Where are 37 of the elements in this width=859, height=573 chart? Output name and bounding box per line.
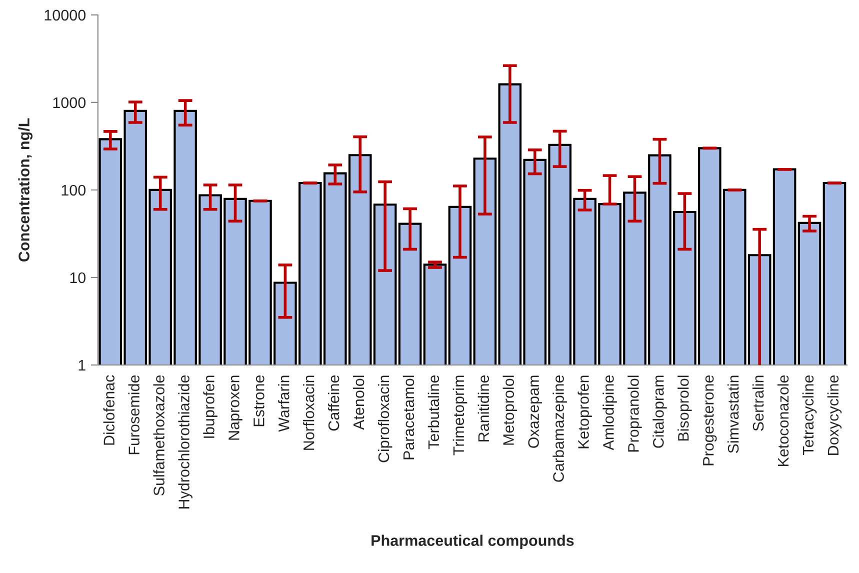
x-tick-label: Estrone: [254, 375, 264, 426]
x-tick-label: Simvastatin: [727, 376, 739, 453]
x-tick-label: Diclofenac: [103, 375, 115, 445]
x-tick-label: Carbamazepine: [552, 375, 567, 482]
x-tick-label: Ranitidine: [478, 375, 490, 442]
x-tick-label: Ciprofloxacin: [378, 376, 392, 462]
x-tick-label: Trimetoprim: [452, 376, 468, 456]
x-tick-label: Furosemide: [128, 375, 140, 454]
x-tick-label: Hydrochlorothiazide: [178, 375, 192, 508]
y-axis-title: Concentration, ng/L: [18, 118, 33, 262]
x-tick-label: Metoprolol: [502, 376, 518, 445]
y-tick-label: 10000: [44, 10, 86, 21]
x-tick-label: Sertralin: [752, 376, 764, 431]
x-tick-label: Propranolol: [628, 376, 642, 452]
x-tick-label: Sulfamethoxazole: [153, 375, 164, 496]
x-tick-label: Tetracycline: [802, 375, 817, 456]
x-tick-label: Terbutaline: [428, 375, 440, 450]
x-tick-label: Oxazepam: [528, 376, 542, 448]
x-tick-label: Ibuprofen: [203, 376, 218, 438]
x-tick-label: Atenolol: [352, 376, 364, 430]
x-tick-label: Doxycycline: [827, 375, 842, 455]
y-tick-label: 10: [70, 272, 86, 284]
x-tick-label: Progesterone: [703, 375, 717, 466]
x-tick-label: Caffeine: [328, 375, 340, 431]
y-tick-label: 1000: [53, 97, 86, 108]
x-tick-label: Amlodipine: [602, 375, 617, 450]
y-tick-label: 1: [78, 360, 86, 371]
x-tick-label: Norfloxacin: [303, 376, 314, 450]
x-tick-label: Ketoconazole: [777, 375, 789, 466]
x-tick-label: Paracetamol: [402, 376, 414, 460]
x-tick-label: Naproxen: [228, 376, 242, 440]
x-tick-label: Warfarin: [278, 376, 290, 432]
x-tick-label: Citalopram: [652, 376, 667, 448]
x-tick-label: Ketoprofen: [578, 376, 592, 448]
x-tick-label: Bisoprolol: [678, 376, 692, 441]
y-tick-label: 100: [62, 184, 86, 196]
x-axis-title: Pharmaceutical compounds: [372, 534, 574, 549]
